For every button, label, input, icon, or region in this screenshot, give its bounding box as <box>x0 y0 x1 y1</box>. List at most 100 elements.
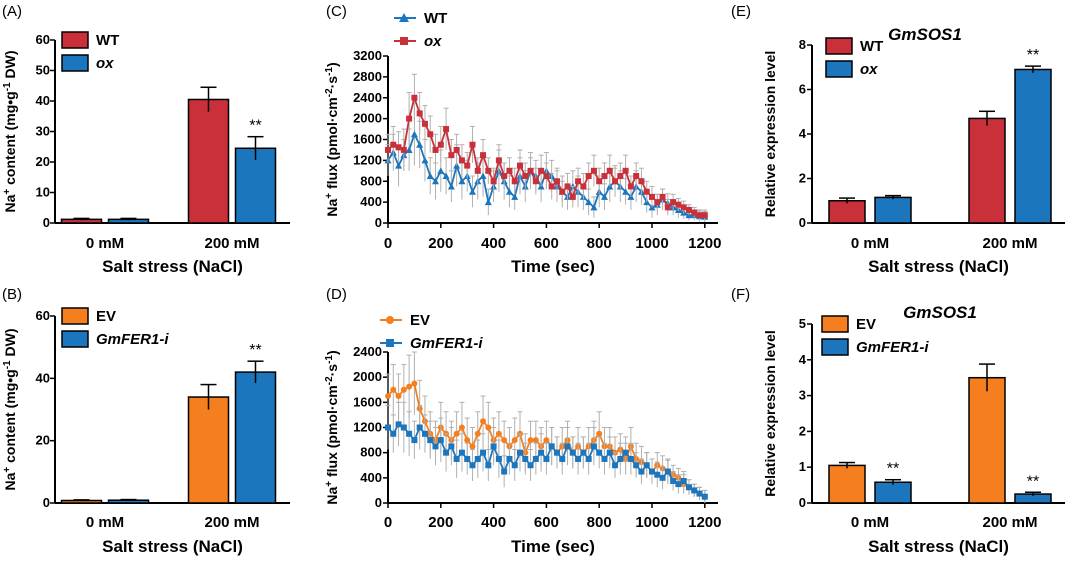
x-tick-label: 200 <box>428 514 453 531</box>
legend-swatch <box>61 307 89 325</box>
data-point <box>511 178 518 185</box>
panel-label: (E) <box>731 3 751 20</box>
data-point <box>696 490 703 497</box>
x-tick-label: 1000 <box>635 235 668 252</box>
data-point <box>580 449 587 456</box>
data-point <box>538 449 545 456</box>
data-point <box>569 193 576 200</box>
data-point <box>421 430 428 437</box>
x-tick-label: 1200 <box>688 235 721 252</box>
data-point <box>495 157 502 164</box>
bar-ox <box>1014 68 1052 224</box>
data-point <box>416 110 423 117</box>
data-point <box>675 201 682 208</box>
data-point <box>400 424 407 431</box>
panel-label: (D) <box>326 286 347 303</box>
bar-ev <box>187 396 230 504</box>
data-point <box>432 146 439 153</box>
panel-label: (B) <box>2 286 22 303</box>
data-point <box>585 198 593 206</box>
bar-gmfer1-i <box>234 371 277 504</box>
data-point <box>437 167 445 174</box>
data-point <box>464 455 471 462</box>
legend-swatch <box>821 338 849 356</box>
data-point <box>464 162 471 169</box>
x-tick-label: 400 <box>481 514 506 531</box>
data-point <box>659 193 666 200</box>
y-tick-label: 1200 <box>353 152 382 167</box>
data-point <box>395 162 403 169</box>
data-point <box>527 437 534 444</box>
data-point <box>649 193 655 200</box>
data-point <box>385 146 391 153</box>
y-tick-label: 30 <box>36 124 50 139</box>
legend-marker <box>386 339 394 347</box>
y-tick-label: 2 <box>799 171 806 186</box>
data-point <box>480 152 487 159</box>
x-tick-label: 1200 <box>688 514 721 531</box>
bar-wt <box>968 117 1006 224</box>
y-axis-label: Relative expression level <box>762 330 778 497</box>
data-point <box>532 455 539 462</box>
data-point <box>385 424 391 431</box>
y-tick-label: 2400 <box>353 90 382 105</box>
data-point <box>612 178 619 185</box>
data-point <box>522 173 529 180</box>
legend: WT ox <box>825 37 883 78</box>
data-point <box>421 156 429 164</box>
y-tick-label: 0 <box>43 495 50 510</box>
data-point <box>664 204 671 211</box>
x-axis-label: Salt stress (NaCl) <box>868 257 1009 276</box>
data-point <box>511 193 519 200</box>
data-point <box>442 172 450 180</box>
data-point <box>527 462 534 469</box>
data-point <box>474 167 481 174</box>
legend-label: GmFER1-i <box>96 331 169 348</box>
y-tick-label: 1200 <box>353 420 382 435</box>
data-point <box>553 449 560 456</box>
y-tick-label: 3200 <box>353 48 382 63</box>
data-point <box>559 188 566 195</box>
data-point <box>405 146 413 153</box>
y-tick-label: 2000 <box>353 111 382 126</box>
data-point <box>685 484 692 491</box>
legend-label: ox <box>96 55 114 72</box>
y-tick-label: 0 <box>43 215 50 230</box>
data-point <box>416 141 424 148</box>
panel-f: (F) 0 1 2 3 4 5 Relative expression level Salt s… <box>731 286 1065 556</box>
legend-label: WT <box>424 10 447 27</box>
data-point <box>443 126 450 133</box>
data-point <box>437 437 444 444</box>
data-point <box>443 449 450 456</box>
panel-a: (A) 0 10 20 30 40 50 60 Na+ content (mg•g-1 DW) S… <box>2 3 290 276</box>
data-point <box>485 167 492 174</box>
x-tick-label: 600 <box>534 235 559 252</box>
data-point <box>432 443 439 450</box>
data-point <box>474 455 481 462</box>
data-point <box>395 144 402 151</box>
data-point <box>617 173 624 180</box>
data-point <box>680 477 687 484</box>
data-point <box>575 178 582 185</box>
significance-marker: ** <box>1027 473 1039 490</box>
x-tick-label: 0 <box>384 235 392 252</box>
panel-label: (A) <box>2 3 22 20</box>
data-point <box>649 468 655 475</box>
data-point <box>585 455 592 462</box>
data-point <box>484 198 492 206</box>
x-axis-label: Salt stress (NaCl) <box>102 257 243 276</box>
data-point <box>505 188 513 195</box>
y-tick-label: 4 <box>799 126 807 141</box>
y-tick-label: 8 <box>799 37 806 52</box>
data-point <box>612 462 619 469</box>
y-axis-label: Na+ flux (pmol·cm-2·s-1) <box>324 62 340 216</box>
y-tick-label: 2 <box>799 423 806 438</box>
legend: EV GmFER1-i <box>380 312 483 352</box>
legend-swatch <box>821 315 849 333</box>
data-point <box>691 209 698 216</box>
data-point <box>659 474 666 481</box>
data-point <box>590 203 598 211</box>
significance-marker: ** <box>1027 47 1039 64</box>
x-category-label: 200 mM <box>982 235 1037 252</box>
